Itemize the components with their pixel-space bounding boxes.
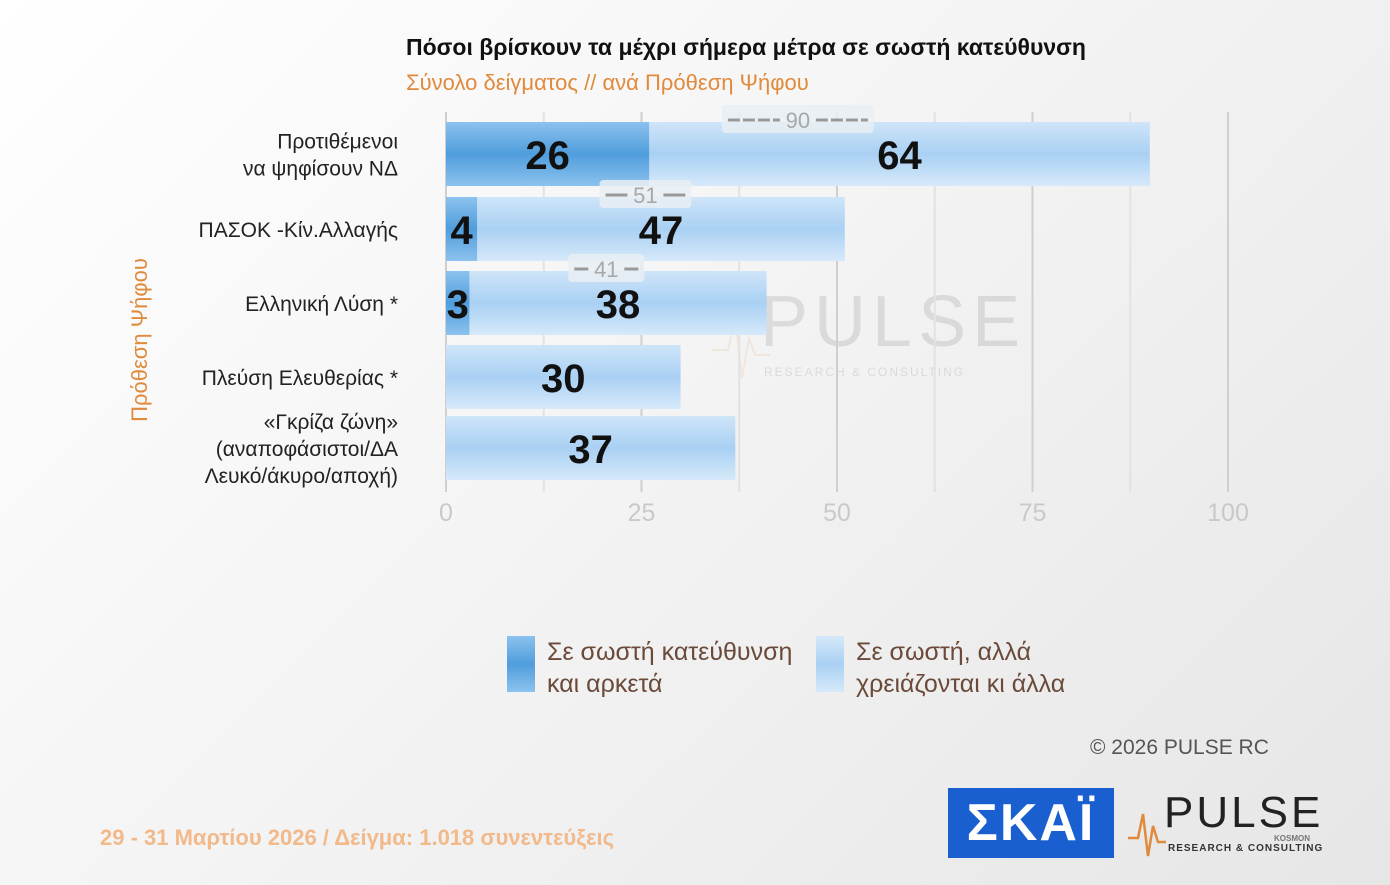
x-tick-label-50: 50 (823, 499, 851, 527)
bar-label-light-1: 47 (639, 209, 684, 253)
copyright-text: © 2026 PULSE RC (1090, 736, 1269, 759)
total-badge-0 (721, 105, 874, 133)
pulse-logo: PULSE KOSMON RESEARCH & CONSULTING (1126, 788, 1326, 860)
total-label-2: 41 (594, 257, 618, 282)
bar-dark-0 (446, 122, 650, 186)
legend-label-light: Σε σωστή, αλλά χρειάζονται κι άλλα (856, 638, 1066, 698)
skai-logo: ΣΚΑΪ (948, 788, 1114, 858)
category-label-4-1: (αναποφάσιστοι/ΔΑ (216, 438, 398, 461)
category-label-2-0: Ελληνική Λύση * (245, 293, 398, 316)
pulse-logo-word: PULSE (1164, 788, 1324, 837)
watermark-brand: PULSE (760, 282, 1026, 362)
bar-label-dark-2: 3 (447, 283, 469, 327)
pulse-logo-icon (1128, 813, 1166, 857)
x-tick-label-0: 0 (439, 499, 453, 527)
x-tick-label-75: 75 (1019, 499, 1047, 527)
x-tick-label-25: 25 (628, 499, 656, 527)
category-label-0-1: να ψηφίσουν ΝΔ (243, 158, 398, 181)
bar-label-light-2: 38 (596, 283, 641, 327)
bar-dark-2 (446, 271, 470, 335)
total-badge-1 (599, 180, 692, 208)
total-label-1: 51 (633, 183, 657, 208)
total-label-0: 90 (786, 108, 810, 133)
category-label-0-0: Προτιθέμενοι (277, 131, 398, 154)
legend-label-dark: Σε σωστή κατεύθυνση και αρκετά (547, 638, 793, 698)
legend-swatch-light (816, 636, 844, 692)
x-tick-label-100: 100 (1207, 499, 1249, 527)
legend-item-light: Σε σωστή, αλλά χρειάζονται κι άλλα (816, 636, 1116, 700)
bar-light-4 (446, 416, 736, 480)
bar-dark-1 (446, 197, 478, 261)
legend-item-dark: Σε σωστή κατεύθυνση και αρκετά (507, 636, 807, 700)
watermark-tagline: RESEARCH & CONSULTING (764, 365, 965, 379)
chart-subtitle: Σύνολο δείγματος // ανά Πρόθεση Ψήφου (406, 70, 809, 95)
chart-title: Πόσοι βρίσκουν τα μέχρι σήμερα μέτρα σε … (406, 34, 1086, 60)
pulse-watermark: PULSE RESEARCH & CONSULTING (712, 282, 1026, 379)
category-label-3-0: Πλεύση Ελευθερίας * (202, 367, 398, 390)
legend-swatch-dark (507, 636, 535, 692)
bar-label-dark-0: 26 (525, 134, 570, 178)
bar-chart: PULSE RESEARCH & CONSULTING 0 25 50 75 100 Π… (199, 105, 1249, 527)
bar-label-dark-1: 4 (451, 209, 474, 253)
bar-label-light-3: 30 (541, 357, 586, 401)
bar-label-light-0: 64 (877, 134, 922, 178)
bar-light-3 (446, 345, 681, 409)
total-badge-2 (568, 254, 645, 282)
category-label-4-2: Λευκό/άκυρο/αποχή) (205, 465, 398, 488)
watermark-pulse-line (712, 319, 770, 379)
category-label-1-0: ΠΑΣΟΚ -Κίν.Αλλαγής (199, 219, 398, 242)
bar-label-light-4: 37 (568, 428, 613, 472)
pulse-logo-kosmon: KOSMON (1274, 834, 1310, 843)
pulse-logo-tagline: RESEARCH & CONSULTING (1168, 843, 1324, 854)
category-label-4-0: «Γκρίζα ζώνη» (264, 411, 398, 434)
footer-survey-info: 29 - 31 Μαρτίου 2026 / Δείγμα: 1.018 συν… (100, 825, 615, 850)
